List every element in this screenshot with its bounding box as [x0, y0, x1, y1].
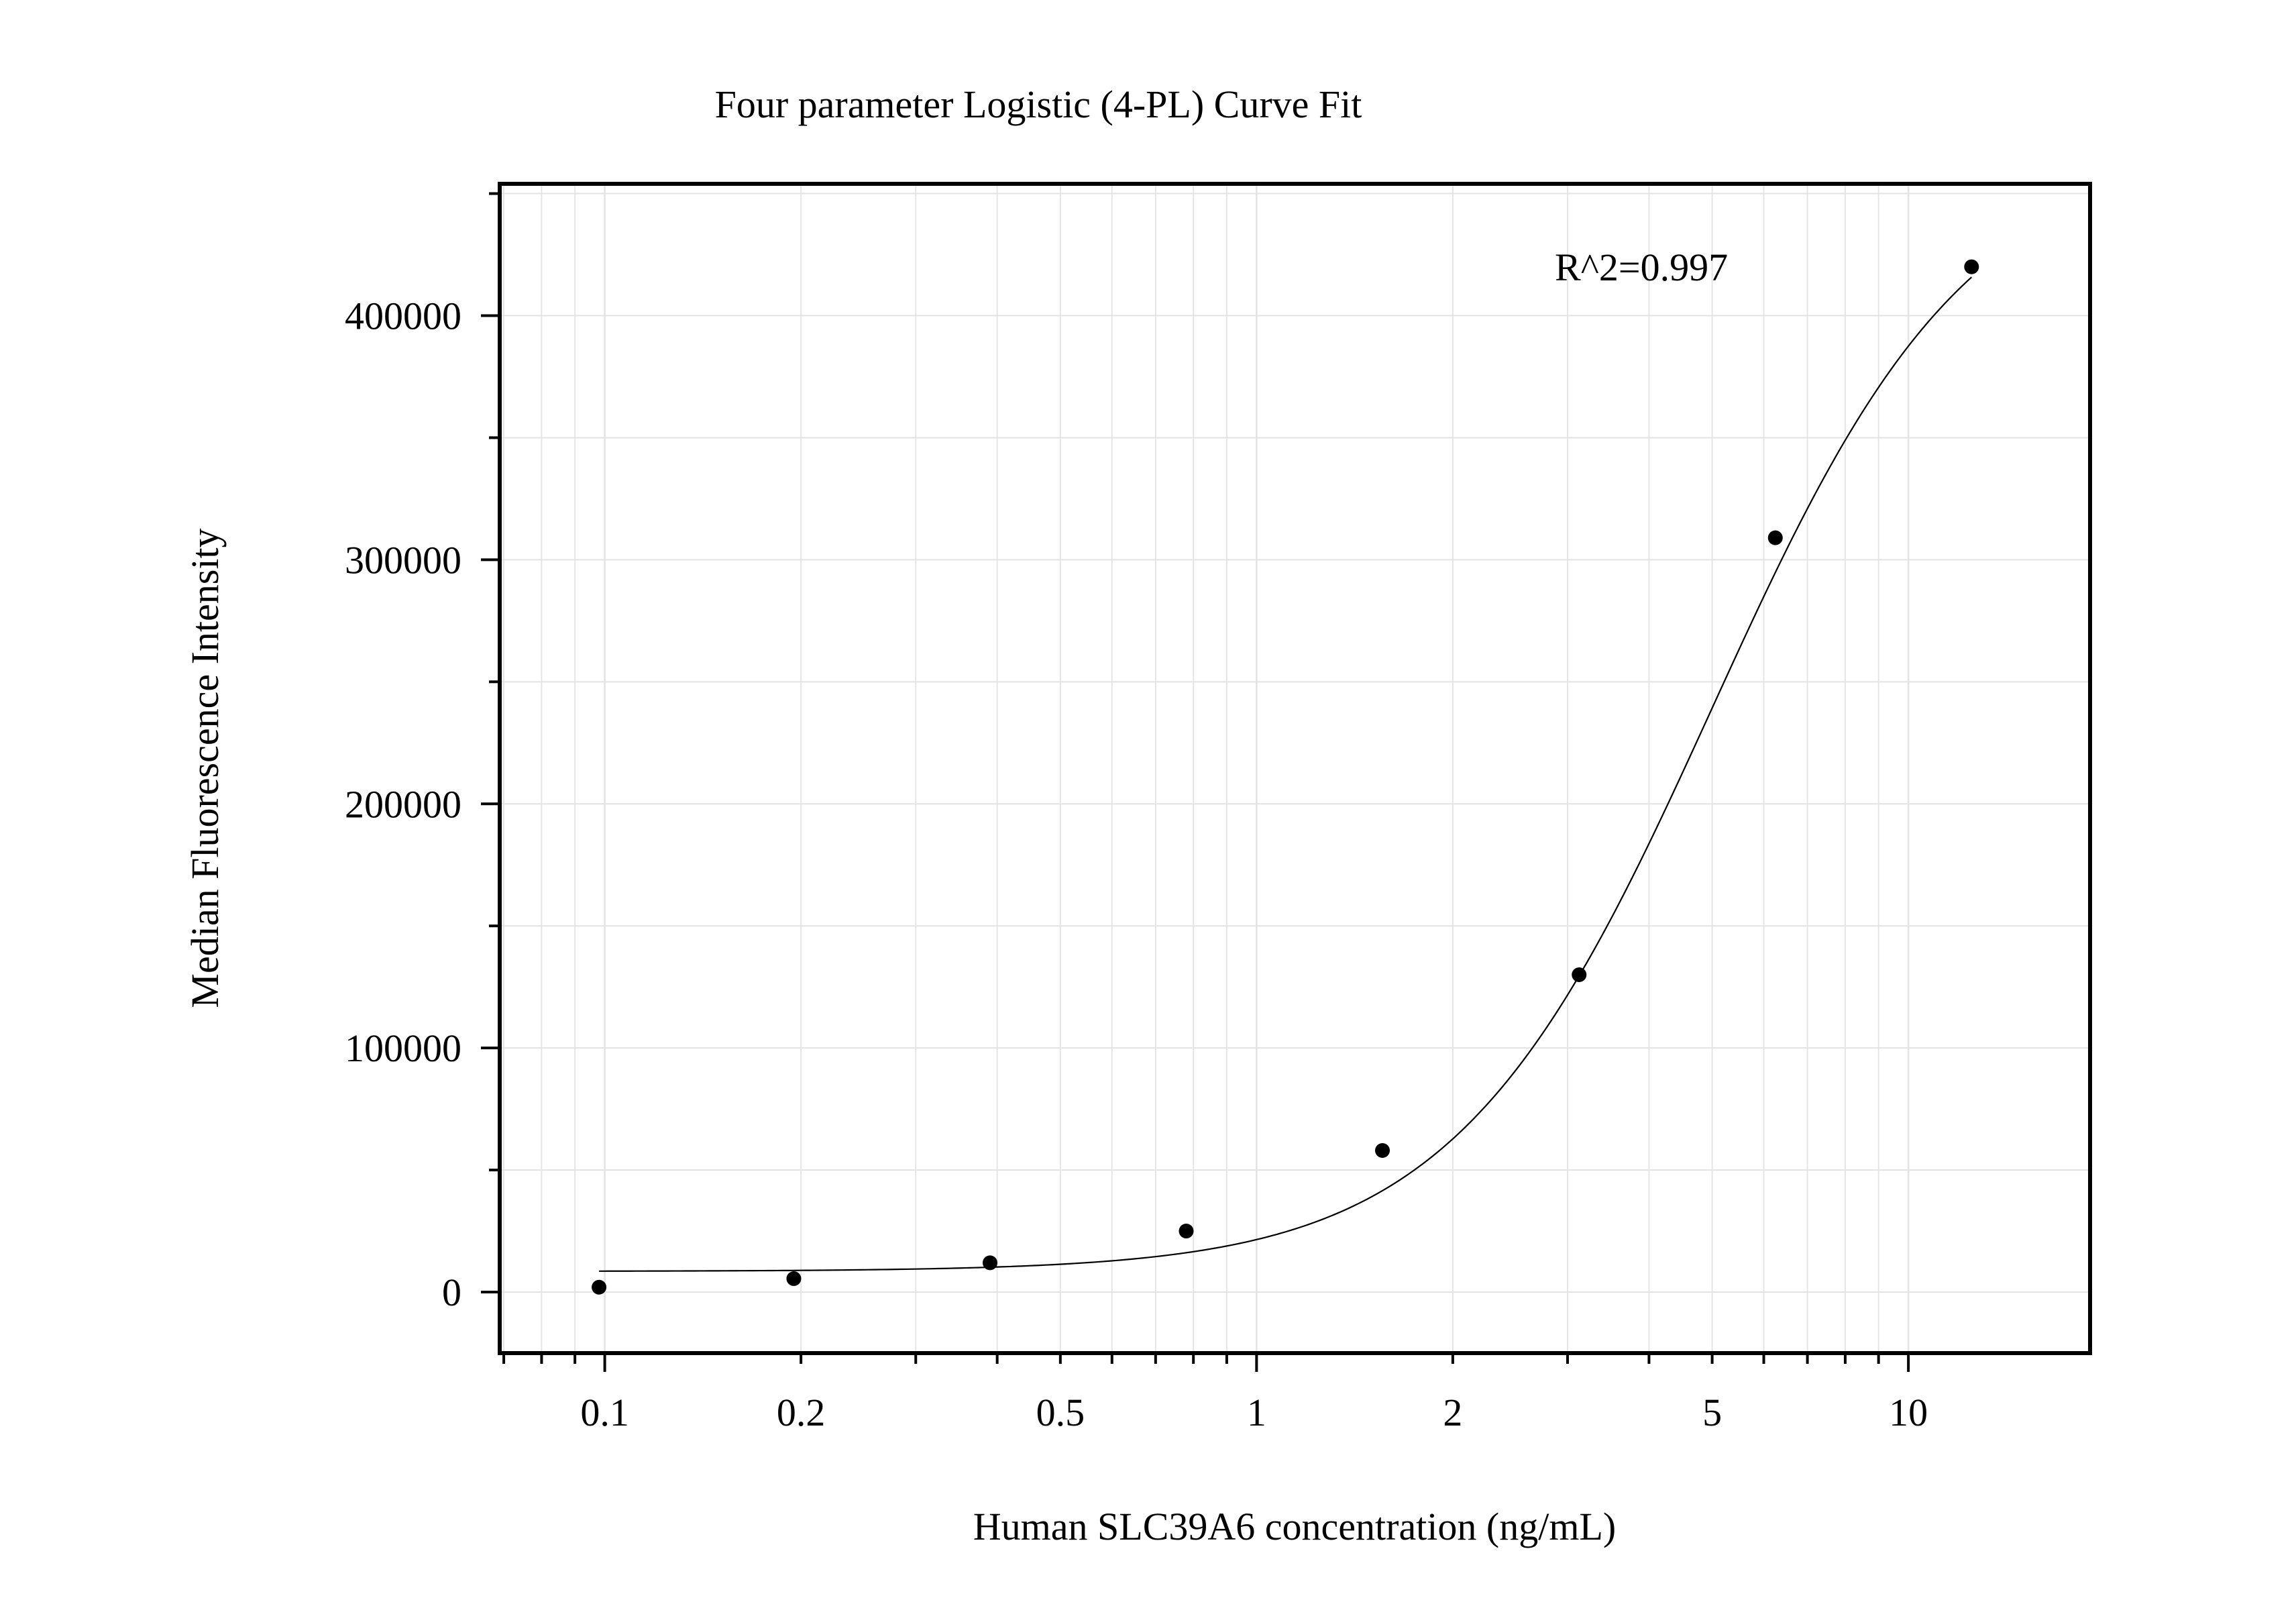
data-point [1767, 530, 1783, 545]
plot-frame [498, 182, 2092, 1355]
y-tick-label: 300000 [345, 538, 461, 582]
data-point [592, 1279, 607, 1295]
axis-ticks [481, 192, 1910, 1372]
data-point [1964, 259, 1979, 274]
chart-title: Four parameter Logistic (4-PL) Curve Fit [715, 83, 1362, 126]
x-tick-label: 2 [1443, 1391, 1462, 1434]
grid [500, 184, 2090, 1353]
y-tick-label: 0 [442, 1271, 461, 1314]
x-tick-labels: 0.1 0.2 0.5 1 2 5 10 [580, 1391, 1928, 1434]
y-axis-label: Median Fluorescence Intensity [183, 528, 227, 1008]
data-point [1572, 967, 1587, 982]
y-tick-label: 100000 [345, 1026, 461, 1070]
x-axis-label: Human SLC39A6 concentration (ng/mL) [973, 1505, 1616, 1548]
x-tick-label: 0.1 [580, 1391, 629, 1434]
data-point [786, 1271, 802, 1287]
r-squared-annotation: R^2=0.997 [1555, 246, 1728, 289]
data-point [982, 1255, 997, 1271]
x-tick-label: 5 [1702, 1391, 1722, 1434]
y-tick-label: 200000 [345, 782, 461, 826]
x-tick-label: 10 [1889, 1391, 1928, 1434]
data-points [592, 259, 1979, 1295]
y-tick-labels: 0 100000 200000 300000 400000 [345, 294, 461, 1314]
data-point [1375, 1142, 1390, 1158]
x-tick-label: 0.2 [777, 1391, 826, 1434]
y-tick-label: 400000 [345, 294, 461, 337]
x-tick-label: 0.5 [1036, 1391, 1085, 1434]
data-point [1179, 1224, 1194, 1239]
x-tick-label: 1 [1247, 1391, 1266, 1434]
fit-curve [599, 276, 1973, 1272]
